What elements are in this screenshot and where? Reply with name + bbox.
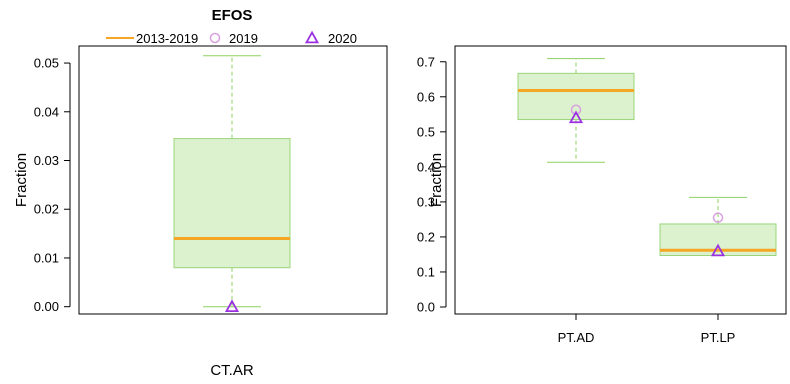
box-pt-ad <box>517 58 635 163</box>
point-2019 <box>712 212 724 223</box>
y-tick-label: 0.05 <box>34 56 59 71</box>
y-axis-label: Fraction <box>428 153 445 207</box>
point-2020 <box>568 110 584 124</box>
legend-triangle-2020 <box>304 30 320 44</box>
panel-pt: 0.0 0.1 0.2 0.3 0.4 0.5 0.6 0.7 Fraction PT.AD PT.… <box>417 45 787 345</box>
legend: 2013-2019 2019 2020 <box>106 30 357 46</box>
legend-label: 2013-2019 <box>136 31 198 46</box>
box-pt-lp <box>659 196 777 257</box>
y-tick-label: 0.6 <box>417 89 435 104</box>
y-tick-label: 0.0 <box>417 299 435 314</box>
x-tick-label: PT.LP <box>701 330 736 345</box>
plot-frame <box>454 45 787 315</box>
point-2020 <box>710 243 726 257</box>
y-tick-label: 0.5 <box>417 124 435 139</box>
y-tick-label: 0.03 <box>34 153 59 168</box>
plot-frame <box>78 45 388 315</box>
point-2019 <box>570 104 582 116</box>
legend-label: 2019 <box>229 31 258 46</box>
box-ct-ar <box>173 55 291 312</box>
category-label: CT.AR <box>210 362 254 379</box>
x-tick-label: PT.AD <box>558 330 595 345</box>
iqr-box <box>173 138 291 269</box>
point-2020 <box>224 299 240 312</box>
y-tick-label: 0.2 <box>417 229 435 244</box>
y-tick-label: 0.01 <box>34 250 59 265</box>
y-axis-label: Fraction <box>13 153 30 207</box>
y-tick-label: 0.7 <box>417 54 435 69</box>
y-tick-label: 0.02 <box>34 202 59 217</box>
chart-title: EFOS <box>212 7 253 24</box>
y-tick-label: 0.00 <box>34 299 59 314</box>
legend-label: 2020 <box>328 31 357 46</box>
y-tick-label: 0.1 <box>417 264 435 279</box>
panel-ct-ar: 0.00 0.01 0.02 0.03 0.04 0.05 Fraction CT.AR <box>13 45 388 379</box>
y-tick-label: 0.4 <box>417 159 435 174</box>
y-tick-label: 0.04 <box>34 104 59 119</box>
legend-circle-2019 <box>209 32 221 44</box>
y-tick-label: 0.3 <box>417 194 435 209</box>
